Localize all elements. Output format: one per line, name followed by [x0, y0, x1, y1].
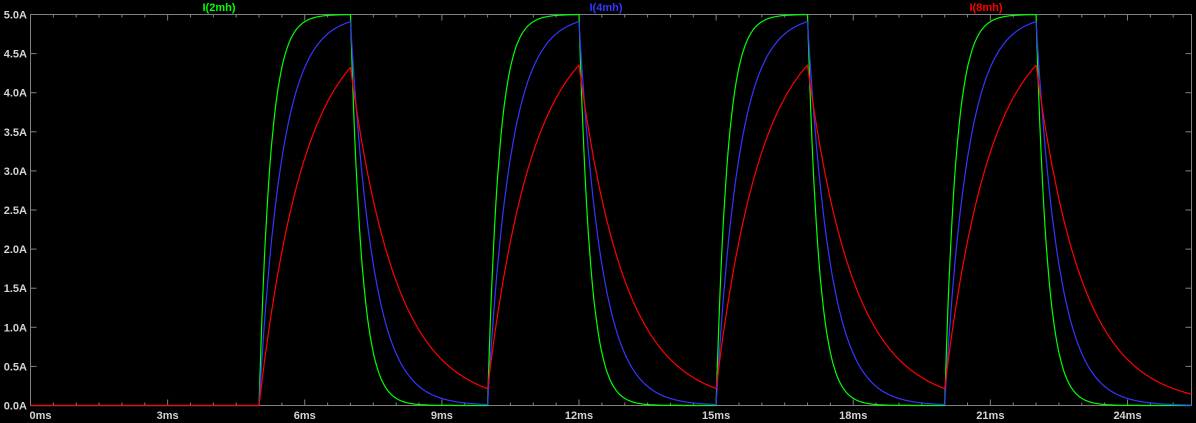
y-tick-label: 2.5A [4, 205, 27, 217]
x-tick-label: 12ms [565, 410, 593, 422]
y-tick-label: 2.0A [4, 244, 27, 256]
x-tick-label: 21ms [976, 410, 1004, 422]
y-tick-label: 4.5A [4, 49, 27, 61]
trace-label-i8mh[interactable]: I(8mh) [969, 2, 1003, 14]
x-tick-label: 15ms [702, 410, 730, 422]
trace-i4mh[interactable] [30, 21, 1192, 407]
y-tick-label: 4.0A [4, 88, 27, 100]
trace-i8mh[interactable] [30, 64, 1192, 407]
y-tick-label: 3.0A [4, 166, 27, 178]
trace-label-i4mh[interactable]: I(4mh) [589, 2, 623, 14]
x-tick-label: 0ms [30, 410, 52, 422]
plot-frame [30, 14, 1192, 406]
y-tick-label: 1.0A [4, 322, 27, 334]
x-tick-label: 18ms [839, 410, 867, 422]
x-tick-label: 9ms [431, 410, 453, 422]
trace-i2mh[interactable] [30, 14, 1192, 407]
x-tick-label: 6ms [294, 410, 316, 422]
trace-label-i2mh[interactable]: I(2mh) [202, 2, 236, 14]
y-tick-label: 5.0A [4, 10, 27, 22]
y-tick-label: 1.5A [4, 283, 27, 295]
y-tick-label: 0.5A [4, 361, 27, 373]
y-tick-label: 3.5A [4, 127, 27, 139]
x-tick-label: 24ms [1113, 410, 1141, 422]
x-tick-label: 3ms [157, 410, 179, 422]
y-tick-label: 0.0A [4, 401, 27, 413]
